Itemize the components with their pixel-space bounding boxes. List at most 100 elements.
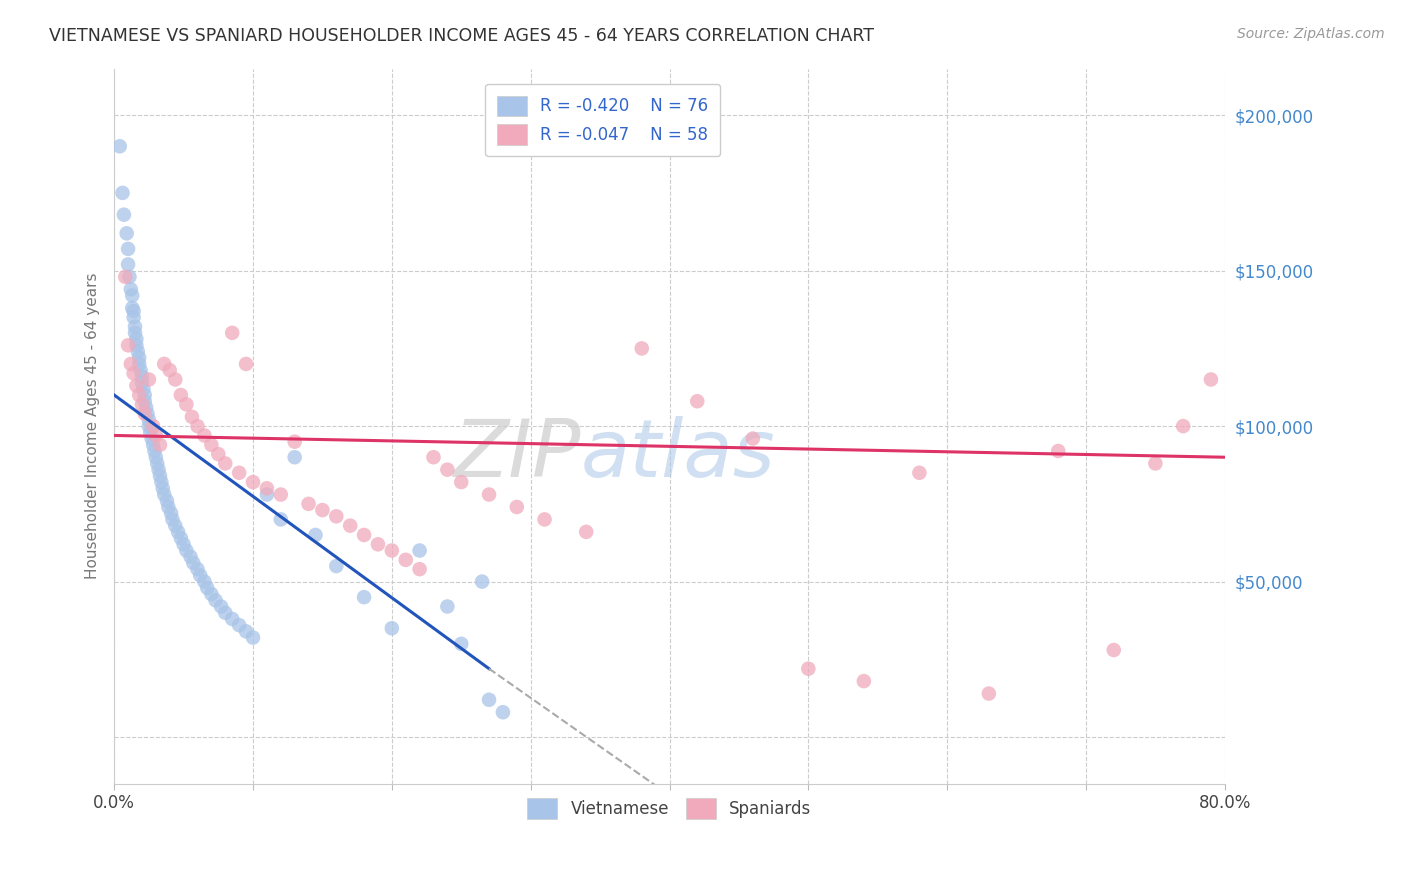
- Point: [125, 338, 148, 352]
- Text: VIETNAMESE VS SPANIARD HOUSEHOLDER INCOME AGES 45 - 64 YEARS CORRELATION CHART: VIETNAMESE VS SPANIARD HOUSEHOLDER INCOM…: [49, 27, 875, 45]
- Point: [176, 397, 198, 411]
- Point: [221, 612, 243, 626]
- Point: [450, 475, 472, 489]
- Point: [381, 621, 404, 635]
- Point: [117, 338, 139, 352]
- Point: [180, 549, 202, 564]
- Point: [381, 543, 404, 558]
- Point: [117, 242, 139, 256]
- Point: [112, 208, 135, 222]
- Point: [141, 432, 163, 446]
- Point: [149, 438, 172, 452]
- Point: [165, 518, 187, 533]
- Point: [852, 674, 875, 689]
- Point: [138, 413, 160, 427]
- Point: [353, 528, 375, 542]
- Point: [143, 444, 166, 458]
- Point: [125, 332, 148, 346]
- Legend: Vietnamese, Spaniards: Vietnamese, Spaniards: [520, 792, 818, 825]
- Point: [157, 500, 180, 514]
- Point: [311, 503, 333, 517]
- Point: [149, 468, 172, 483]
- Point: [325, 559, 347, 574]
- Point: [207, 447, 229, 461]
- Text: atlas: atlas: [581, 416, 775, 494]
- Point: [1199, 372, 1222, 386]
- Point: [138, 372, 160, 386]
- Point: [209, 599, 232, 614]
- Point: [153, 487, 176, 501]
- Point: [122, 304, 145, 318]
- Point: [471, 574, 494, 589]
- Point: [127, 344, 149, 359]
- Point: [193, 574, 215, 589]
- Point: [686, 394, 709, 409]
- Point: [129, 363, 152, 377]
- Point: [436, 599, 458, 614]
- Point: [128, 388, 150, 402]
- Point: [1102, 643, 1125, 657]
- Point: [242, 631, 264, 645]
- Point: [124, 319, 146, 334]
- Point: [153, 357, 176, 371]
- Point: [1047, 444, 1070, 458]
- Point: [221, 326, 243, 340]
- Point: [134, 394, 156, 409]
- Point: [134, 407, 156, 421]
- Point: [128, 351, 150, 365]
- Point: [176, 543, 198, 558]
- Point: [170, 531, 193, 545]
- Point: [121, 288, 143, 302]
- Point: [235, 357, 257, 371]
- Point: [200, 587, 222, 601]
- Point: [506, 500, 529, 514]
- Point: [186, 562, 208, 576]
- Point: [228, 466, 250, 480]
- Point: [170, 388, 193, 402]
- Point: [146, 457, 169, 471]
- Point: [492, 705, 515, 719]
- Point: [145, 450, 167, 465]
- Point: [148, 463, 170, 477]
- Point: [297, 497, 319, 511]
- Point: [353, 590, 375, 604]
- Point: [181, 556, 204, 570]
- Point: [150, 475, 173, 489]
- Point: [136, 407, 159, 421]
- Point: [188, 568, 211, 582]
- Point: [1144, 457, 1167, 471]
- Point: [204, 593, 226, 607]
- Point: [214, 606, 236, 620]
- Point: [256, 487, 278, 501]
- Point: [117, 257, 139, 271]
- Point: [908, 466, 931, 480]
- Text: ZIP: ZIP: [453, 416, 581, 494]
- Point: [131, 376, 153, 390]
- Point: [1173, 419, 1195, 434]
- Point: [408, 543, 430, 558]
- Point: [575, 524, 598, 539]
- Point: [478, 693, 501, 707]
- Point: [436, 463, 458, 477]
- Point: [186, 419, 208, 434]
- Point: [114, 269, 136, 284]
- Point: [152, 481, 174, 495]
- Point: [270, 512, 292, 526]
- Point: [125, 378, 148, 392]
- Point: [132, 382, 155, 396]
- Point: [160, 506, 183, 520]
- Point: [118, 269, 141, 284]
- Point: [304, 528, 326, 542]
- Point: [159, 363, 181, 377]
- Point: [167, 524, 190, 539]
- Text: Source: ZipAtlas.com: Source: ZipAtlas.com: [1237, 27, 1385, 41]
- Point: [131, 369, 153, 384]
- Point: [741, 432, 763, 446]
- Point: [395, 553, 418, 567]
- Point: [128, 357, 150, 371]
- Point: [162, 512, 184, 526]
- Point: [235, 624, 257, 639]
- Point: [533, 512, 555, 526]
- Point: [242, 475, 264, 489]
- Point: [145, 428, 167, 442]
